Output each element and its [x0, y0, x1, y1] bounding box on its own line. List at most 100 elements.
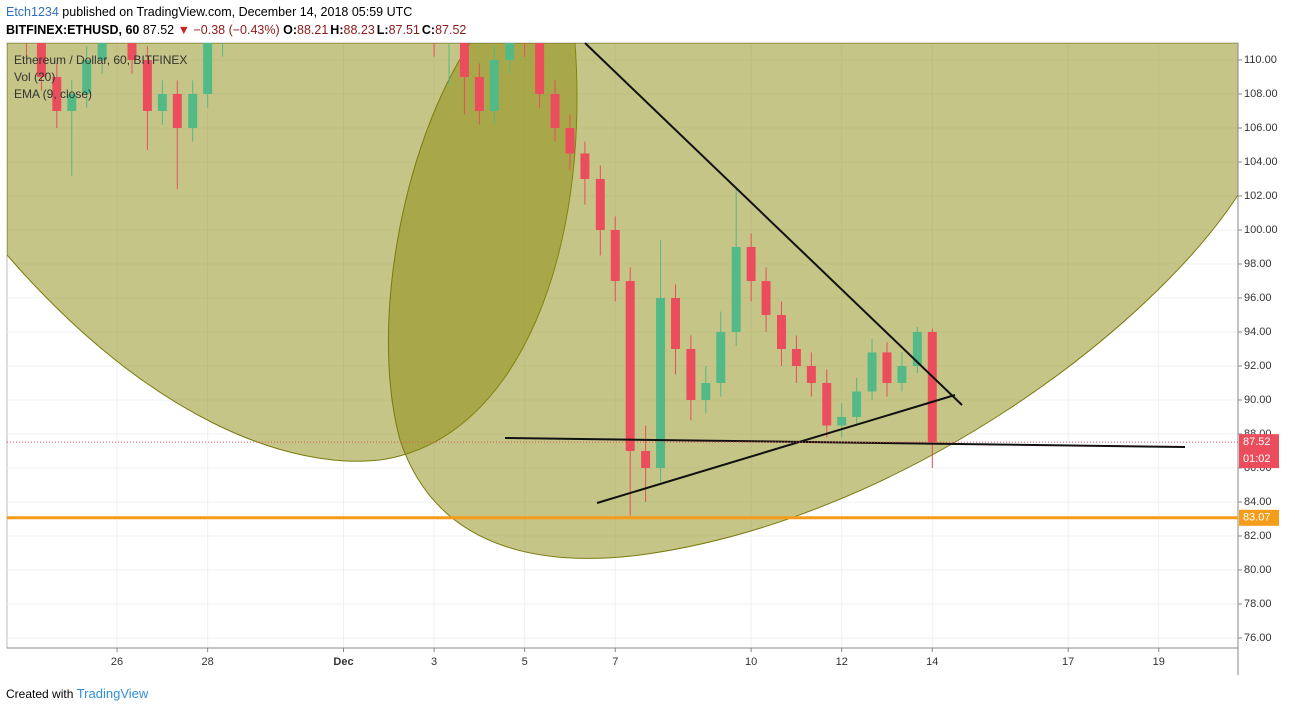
- last-price-tag: [1239, 434, 1279, 469]
- candle-body: [656, 297, 666, 468]
- candle-body: [7, 18, 16, 26]
- arrow: ▼: [177, 23, 190, 37]
- ohlc-label: C:: [421, 23, 436, 37]
- y-tick-label: 108.00: [1244, 88, 1278, 100]
- y-tick-label: 94.00: [1244, 326, 1272, 338]
- candle-body: [761, 280, 771, 315]
- x-tick-label: 10: [745, 656, 757, 668]
- candle-body: [897, 365, 907, 383]
- ellipse: [388, 43, 1238, 559]
- candle-body: [188, 93, 198, 128]
- change: −0.38 (−0.43%): [193, 23, 280, 37]
- candle-body: [535, 43, 545, 94]
- candle-body: [218, 0, 227, 43]
- candle-body: [565, 127, 575, 154]
- ohlc-value: 87.52: [435, 23, 467, 37]
- x-tick-label: 3: [431, 656, 437, 668]
- candle-body: [912, 331, 922, 366]
- candle-body: [625, 280, 635, 451]
- y-tick-label: 76.00: [1244, 632, 1272, 644]
- y-tick-label: 102.00: [1244, 190, 1278, 202]
- candle-body: [867, 352, 877, 392]
- legend-item: Ethereum / Dollar, 60, BITFINEX: [14, 53, 187, 67]
- candle-body: [36, 43, 46, 77]
- ohlc-value: 88.23: [343, 23, 375, 37]
- last-price-label: 87.52: [1243, 436, 1271, 448]
- candle-body: [837, 416, 847, 426]
- author[interactable]: Etch1234: [6, 5, 59, 19]
- candle-body: [550, 93, 560, 128]
- candle-body: [852, 391, 862, 417]
- candle-body: [474, 76, 484, 111]
- candle-body: [142, 59, 152, 111]
- candle-body: [489, 59, 499, 111]
- candle-body: [430, 26, 439, 43]
- header: Etch1234 published on TradingView.com, D…: [6, 5, 412, 19]
- footer: Created with TradingView: [6, 686, 148, 701]
- ohlc-label: H:: [330, 23, 344, 37]
- candle-body: [671, 297, 680, 349]
- candle-body: [52, 76, 62, 111]
- candle-body: [776, 314, 786, 349]
- ohlc-label: L:: [376, 23, 389, 37]
- symbol-line: BITFINEX:ETHUSD, 60 87.52 ▼ −0.38 (−0.43…: [6, 23, 468, 37]
- ohlc-value: 88.21: [297, 23, 329, 37]
- y-tick-label: 100.00: [1244, 224, 1278, 236]
- candle-body: [172, 93, 182, 128]
- candle-body: [731, 246, 741, 332]
- candle-body: [610, 229, 620, 281]
- last: 87.52: [142, 23, 175, 37]
- candle-body: [822, 382, 832, 426]
- candle-body: [580, 153, 590, 179]
- y-tick-label: 90.00: [1244, 394, 1272, 406]
- y-tick-label: 96.00: [1244, 292, 1272, 304]
- candle-body: [459, 43, 469, 77]
- candle-body: [67, 93, 77, 111]
- y-tick-label: 104.00: [1244, 156, 1278, 168]
- candle-body: [127, 43, 137, 60]
- x-tick-label: 5: [522, 656, 528, 668]
- candle-body: [505, 43, 515, 60]
- candle-body: [595, 178, 605, 230]
- candle-body: [791, 348, 801, 366]
- published: published on TradingView.com, December 1…: [58, 5, 413, 19]
- legend-item: EMA (9, close): [14, 87, 92, 101]
- candle-body: [82, 59, 92, 94]
- x-tick-label: 17: [1062, 656, 1074, 668]
- candle-body: [157, 93, 167, 111]
- countdown: 01:02: [1243, 453, 1271, 465]
- x-tick-label: 26: [111, 656, 123, 668]
- ohlc-label: O:: [283, 23, 298, 37]
- symbol: BITFINEX:ETHUSD, 60: [6, 23, 140, 37]
- candle-body: [203, 43, 213, 94]
- x-tick-label: 14: [926, 656, 938, 668]
- x-tick-label: 12: [836, 656, 848, 668]
- candle-body: [97, 43, 107, 60]
- candle-body: [113, 26, 122, 27]
- brand[interactable]: TradingView: [76, 686, 149, 701]
- trendline: [584, 42, 963, 406]
- created: Created with: [6, 687, 74, 701]
- y-tick-label: 78.00: [1244, 598, 1272, 610]
- x-tick-label: 28: [202, 656, 214, 668]
- x-tick-label: Dec: [333, 656, 353, 668]
- candle-body: [701, 382, 711, 400]
- y-tick-label: 98.00: [1244, 258, 1272, 270]
- y-tick-label: 84.00: [1244, 496, 1272, 508]
- candle-body: [806, 365, 816, 383]
- level-label: 83.07: [1243, 512, 1271, 524]
- ohlc: O:88.21 H:88.23 L:87.51 C:87.52: [283, 23, 468, 37]
- candle-body: [641, 450, 651, 468]
- y-tick-label: 80.00: [1244, 564, 1272, 576]
- level-tag: [1239, 509, 1279, 526]
- y-tick-label: 82.00: [1244, 530, 1272, 542]
- candle-body: [399, 0, 408, 9]
- candle-body: [686, 348, 696, 400]
- drawings: [7, 43, 1238, 559]
- ohlc-value: 87.51: [388, 23, 420, 37]
- x-tick-label: 19: [1153, 656, 1165, 668]
- y-tick-label: 106.00: [1244, 122, 1278, 134]
- y-tick-label: 110.00: [1244, 54, 1277, 66]
